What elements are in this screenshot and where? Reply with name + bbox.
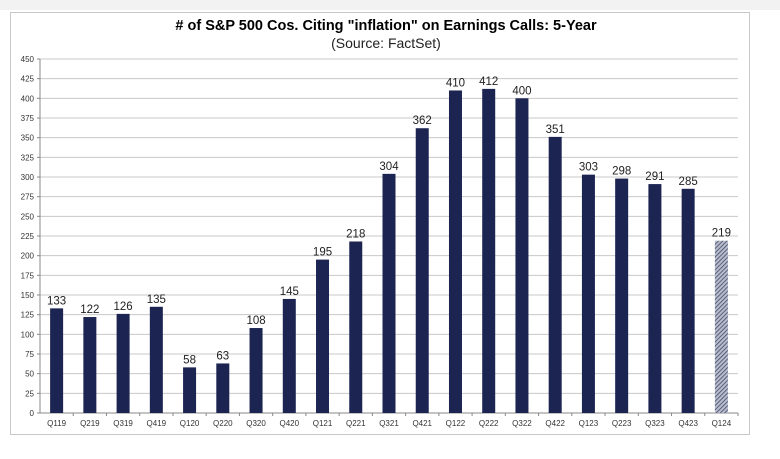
x-tick-label: Q119: [47, 419, 67, 428]
bar: [482, 88, 496, 413]
y-tick-label: 175: [21, 271, 35, 280]
y-tick-label: 250: [21, 212, 35, 221]
y-tick-label: 425: [21, 75, 35, 84]
data-label: 412: [479, 76, 498, 88]
data-label: 291: [645, 171, 664, 183]
x-tick-label: Q122: [446, 419, 466, 428]
bar: [415, 128, 429, 413]
y-tick-label: 350: [21, 134, 35, 143]
bar: [515, 98, 529, 413]
x-tick-label: Q221: [346, 419, 366, 428]
y-tick-label: 400: [21, 94, 35, 103]
data-label: 351: [546, 124, 565, 136]
bar: [50, 308, 64, 413]
bar: [149, 306, 163, 413]
x-tick-label: Q322: [512, 419, 532, 428]
x-tick-label: Q420: [279, 419, 299, 428]
x-tick-label: Q422: [545, 419, 565, 428]
y-tick-label: 150: [21, 291, 35, 300]
bar: [183, 367, 197, 413]
x-tick-label: Q220: [213, 419, 233, 428]
x-tick-label: Q321: [379, 419, 399, 428]
data-label: 195: [313, 247, 332, 259]
chart-subtitle: (Source: FactSet): [331, 35, 441, 51]
x-tick-label: Q423: [678, 419, 698, 428]
y-tick-label: 125: [21, 311, 35, 320]
y-tick-label: 325: [21, 153, 35, 162]
bar: [116, 313, 130, 413]
data-label: 218: [346, 229, 365, 241]
bar-estimate: [714, 240, 728, 413]
y-tick-label: 75: [25, 350, 34, 359]
bar: [216, 363, 230, 413]
x-tick-label: Q123: [579, 419, 599, 428]
y-tick-label: 375: [21, 114, 35, 123]
x-tick-label: Q124: [712, 419, 732, 428]
y-tick-label: 100: [21, 330, 35, 339]
bar: [615, 178, 629, 413]
x-tick-label: Q323: [645, 419, 665, 428]
y-tick-label: 275: [21, 193, 35, 202]
data-label: 122: [80, 304, 99, 316]
data-label: 219: [712, 228, 731, 240]
data-label: 285: [679, 176, 698, 188]
x-tick-label: Q219: [80, 419, 100, 428]
data-label: 58: [183, 354, 196, 366]
bar: [249, 328, 263, 413]
y-tick-label: 25: [25, 389, 34, 398]
y-tick-label: 225: [21, 232, 35, 241]
y-tick-label: 50: [25, 370, 34, 379]
data-label: 135: [147, 294, 166, 306]
x-tick-label: Q419: [147, 419, 167, 428]
bar: [83, 317, 97, 413]
top-bar: [0, 0, 780, 10]
x-tick-label: Q319: [113, 419, 133, 428]
data-label: 298: [612, 166, 631, 178]
bar: [548, 136, 562, 413]
bar: [681, 188, 695, 413]
data-label: 304: [379, 161, 399, 173]
bar: [316, 259, 330, 413]
data-label: 63: [216, 350, 229, 362]
bar: [648, 184, 662, 413]
bar: [448, 90, 462, 413]
x-tick-label: Q320: [246, 419, 266, 428]
x-tick-label: Q222: [479, 419, 499, 428]
data-label: 303: [579, 162, 598, 174]
y-tick-label: 0: [30, 409, 35, 418]
data-label: 108: [246, 315, 265, 327]
x-tick-label: Q421: [412, 419, 432, 428]
y-tick-label: 200: [21, 252, 35, 261]
y-tick-label: 300: [21, 173, 35, 182]
x-tick-label: Q120: [180, 419, 200, 428]
x-tick-label: Q223: [612, 419, 632, 428]
data-label: 400: [512, 85, 531, 97]
data-label: 126: [114, 301, 133, 313]
chart-title: # of S&P 500 Cos. Citing "inflation" on …: [175, 18, 597, 34]
data-label: 133: [47, 295, 66, 307]
x-tick-label: Q121: [313, 419, 333, 428]
y-tick-label: 450: [21, 55, 35, 64]
bar: [382, 173, 396, 413]
bar: [581, 174, 595, 413]
data-label: 410: [446, 77, 465, 89]
bar: [349, 241, 363, 413]
data-label: 145: [280, 286, 299, 298]
data-label: 362: [413, 115, 432, 127]
bar: [282, 298, 296, 413]
